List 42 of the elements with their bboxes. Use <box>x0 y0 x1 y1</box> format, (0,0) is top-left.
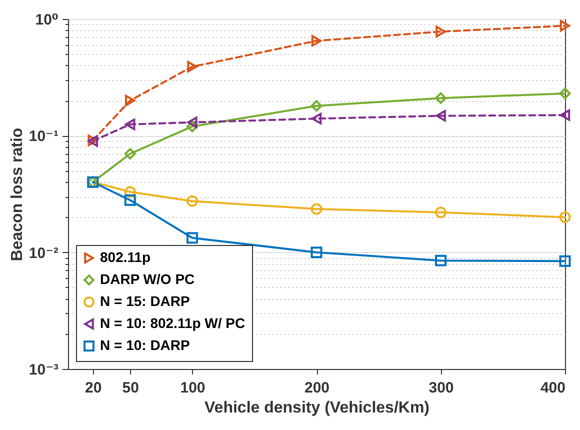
y-axis-title: Beacon loss ratio <box>8 128 26 262</box>
x-tick-label: 400 <box>540 380 566 396</box>
y-tick-label: 10⁻² <box>28 244 58 262</box>
legend-label: N = 10: DARP <box>100 337 190 353</box>
point <box>310 203 322 215</box>
legend-label: DARP W/O PC <box>100 271 195 287</box>
point <box>435 254 446 266</box>
x-tick-label: 100 <box>180 380 206 396</box>
point <box>187 116 198 128</box>
point <box>435 206 446 218</box>
point <box>560 109 570 121</box>
point <box>124 148 136 160</box>
x-tick-label: 200 <box>304 380 330 396</box>
x-tick-label: 50 <box>122 380 139 396</box>
point <box>559 88 571 100</box>
y-tick-label: 10⁰ <box>35 12 58 28</box>
y-tick-label: 10⁻¹ <box>28 128 58 146</box>
point <box>560 20 570 32</box>
point <box>310 246 322 258</box>
point <box>186 195 198 207</box>
point <box>436 110 446 122</box>
point <box>435 92 446 104</box>
x-tick-label: 20 <box>85 380 102 396</box>
point <box>125 118 136 130</box>
point <box>124 186 136 198</box>
point <box>436 26 446 38</box>
point <box>559 255 571 267</box>
point <box>125 94 136 106</box>
y-tick-label: 10⁻³ <box>28 362 58 378</box>
point <box>124 194 136 206</box>
point <box>186 120 198 132</box>
legend-label: N = 15: DARP <box>100 293 190 309</box>
legend-label: N = 10: 802.11p W/ PC <box>100 315 246 331</box>
point <box>186 232 198 244</box>
point <box>311 35 322 47</box>
point <box>311 112 322 124</box>
x-tick-label: 300 <box>428 380 454 396</box>
point <box>187 60 198 72</box>
point <box>310 100 322 112</box>
legend-label: 802.11p <box>100 249 151 265</box>
point <box>559 211 571 223</box>
x-axis-title: Vehicle density (Vehicles/Km) <box>204 400 430 416</box>
